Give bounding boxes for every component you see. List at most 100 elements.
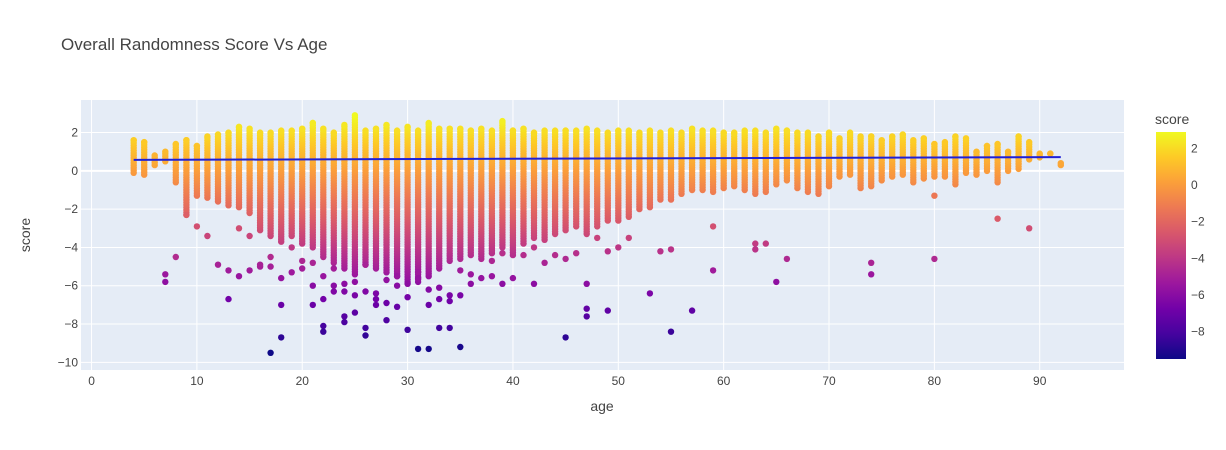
data-point bbox=[214, 131, 222, 138]
data-point bbox=[709, 223, 717, 230]
data-point bbox=[341, 313, 348, 320]
data-point bbox=[983, 142, 991, 150]
y-axis-title: score bbox=[17, 218, 33, 252]
data-point bbox=[436, 125, 443, 132]
data-point bbox=[457, 267, 464, 274]
data-point bbox=[962, 135, 970, 142]
data-point bbox=[288, 127, 295, 134]
colorbar-tick-label: −6 bbox=[1191, 288, 1205, 302]
data-point bbox=[362, 324, 369, 332]
x-tick-label: 40 bbox=[506, 374, 520, 388]
data-point bbox=[709, 267, 717, 274]
data-point bbox=[351, 278, 359, 286]
data-point bbox=[910, 137, 917, 144]
data-point bbox=[973, 148, 980, 155]
data-point bbox=[162, 271, 169, 278]
data-point bbox=[299, 125, 306, 132]
data-point bbox=[162, 278, 169, 286]
data-point bbox=[604, 307, 611, 314]
data-point bbox=[436, 284, 443, 291]
data-point bbox=[267, 253, 274, 261]
data-point bbox=[594, 127, 601, 134]
data-point bbox=[488, 257, 496, 265]
trendline bbox=[133, 156, 1061, 161]
data-point bbox=[636, 129, 643, 136]
y-tick-label: 0 bbox=[71, 164, 78, 178]
data-point bbox=[404, 123, 411, 130]
data-point bbox=[267, 129, 274, 136]
data-point bbox=[562, 127, 569, 134]
colorbar-tick-label: 0 bbox=[1191, 178, 1198, 192]
data-point bbox=[688, 125, 696, 132]
data-point bbox=[551, 251, 559, 259]
data-point bbox=[657, 248, 664, 255]
data-point bbox=[320, 295, 327, 303]
data-point bbox=[193, 223, 201, 230]
data-point bbox=[857, 133, 864, 140]
data-point bbox=[1057, 160, 1065, 167]
data-point bbox=[162, 148, 169, 155]
x-tick-label: 90 bbox=[1033, 374, 1047, 388]
data-point bbox=[309, 119, 316, 127]
data-point bbox=[404, 280, 411, 287]
data-point bbox=[330, 282, 337, 289]
data-point bbox=[530, 244, 538, 251]
data-point bbox=[341, 318, 348, 326]
data-point bbox=[889, 133, 896, 140]
plot-area bbox=[81, 100, 1124, 370]
data-point bbox=[362, 261, 369, 268]
data-point bbox=[646, 290, 654, 297]
data-point bbox=[457, 125, 464, 132]
data-point bbox=[351, 112, 359, 119]
data-point bbox=[404, 294, 411, 301]
data-point bbox=[299, 257, 306, 265]
data-point bbox=[225, 267, 232, 274]
data-point bbox=[488, 273, 496, 280]
data-point bbox=[299, 265, 306, 272]
data-point bbox=[372, 125, 380, 132]
data-point bbox=[952, 133, 959, 140]
data-point bbox=[625, 234, 632, 242]
data-point bbox=[994, 140, 1001, 148]
x-axis-ticks: 0 10 20 30 40 50 60 70 80 90 bbox=[88, 374, 1047, 388]
data-point bbox=[752, 246, 759, 253]
data-point bbox=[478, 125, 485, 132]
data-point bbox=[899, 131, 906, 138]
data-point bbox=[688, 307, 696, 314]
data-point bbox=[204, 232, 211, 240]
colorbar-tick-label: 2 bbox=[1191, 141, 1198, 155]
colorbar-ticks: −8 −6 −4 −2 0 2 bbox=[1191, 141, 1205, 338]
data-point bbox=[404, 326, 411, 333]
data-point bbox=[320, 125, 327, 132]
data-point bbox=[541, 259, 548, 266]
data-point bbox=[256, 129, 264, 136]
data-point bbox=[341, 280, 348, 287]
data-point bbox=[320, 273, 327, 280]
data-point bbox=[309, 282, 316, 289]
data-point bbox=[204, 133, 211, 140]
data-point bbox=[267, 349, 274, 356]
data-point bbox=[330, 129, 337, 136]
data-point bbox=[372, 295, 380, 303]
data-point bbox=[583, 313, 590, 320]
data-point bbox=[193, 142, 201, 150]
data-point bbox=[246, 267, 253, 274]
data-point bbox=[583, 280, 590, 287]
data-point bbox=[1047, 150, 1054, 157]
data-point bbox=[562, 255, 569, 263]
data-point bbox=[773, 278, 780, 286]
y-tick-label: −2 bbox=[64, 202, 78, 216]
data-point bbox=[551, 127, 559, 134]
data-point bbox=[583, 125, 590, 132]
data-point bbox=[1004, 148, 1012, 155]
data-point bbox=[478, 274, 485, 282]
data-point bbox=[604, 129, 611, 136]
data-point bbox=[836, 135, 843, 142]
data-point bbox=[678, 129, 685, 136]
data-point bbox=[320, 322, 327, 330]
data-point bbox=[562, 334, 569, 341]
data-point bbox=[615, 127, 622, 134]
data-point bbox=[235, 123, 243, 130]
data-point bbox=[446, 297, 453, 305]
